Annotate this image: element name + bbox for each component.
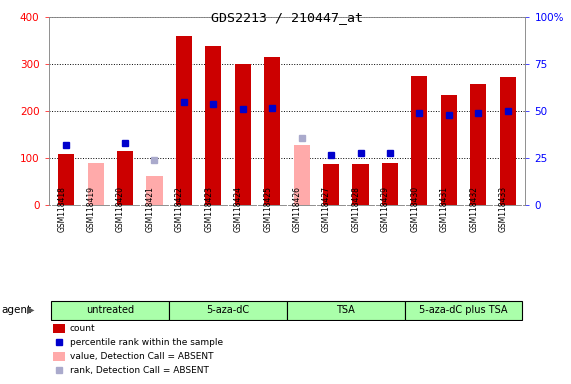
Bar [53,352,65,361]
Text: TSA: TSA [336,305,355,314]
Bar [87,163,104,205]
Text: percentile rank within the sample: percentile rank within the sample [70,338,223,347]
Text: GDS2213 / 210447_at: GDS2213 / 210447_at [211,12,363,25]
Bar [293,145,309,205]
Text: GSM118429: GSM118429 [381,186,390,232]
Text: GSM118420: GSM118420 [116,186,125,232]
Bar [205,46,222,205]
Text: agent: agent [2,305,32,315]
Bar [323,164,339,205]
Text: GSM118431: GSM118431 [440,186,449,232]
Text: GSM118422: GSM118422 [175,186,184,232]
Text: GSM118426: GSM118426 [293,186,301,232]
Text: 5-aza-dC: 5-aza-dC [207,305,250,314]
Bar [411,76,428,205]
Text: GSM118433: GSM118433 [498,186,508,232]
Text: GSM118425: GSM118425 [263,186,272,232]
Text: untreated: untreated [86,305,134,314]
Text: value, Detection Call = ABSENT: value, Detection Call = ABSENT [70,352,213,361]
Text: GSM118428: GSM118428 [352,186,360,232]
Bar [382,163,398,205]
Bar [441,95,457,205]
Text: 5-aza-dC plus TSA: 5-aza-dC plus TSA [419,305,508,314]
Bar [405,301,522,319]
Bar [352,164,369,205]
Text: GSM118427: GSM118427 [322,186,331,232]
Bar [176,36,192,205]
Text: GSM118430: GSM118430 [411,186,419,232]
Text: count: count [70,324,95,333]
Bar [51,301,169,319]
Bar [287,301,405,319]
Text: GSM118419: GSM118419 [87,186,95,232]
Bar [169,301,287,319]
Bar [470,84,486,205]
Bar [264,57,280,205]
Bar [500,77,516,205]
Bar [235,65,251,205]
Bar [146,176,163,205]
Text: GSM118418: GSM118418 [57,186,66,232]
Text: GSM118423: GSM118423 [204,186,214,232]
Text: GSM118432: GSM118432 [469,186,478,232]
Text: GSM118421: GSM118421 [146,186,155,232]
Bar [117,151,133,205]
Text: GSM118424: GSM118424 [234,186,243,232]
Text: rank, Detection Call = ABSENT: rank, Detection Call = ABSENT [70,366,208,374]
Text: ▶: ▶ [27,305,35,315]
Bar [53,324,65,333]
Bar [58,154,74,205]
